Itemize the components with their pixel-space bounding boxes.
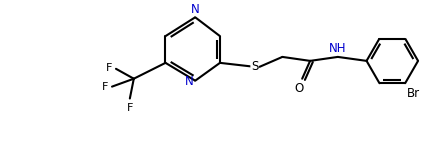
Text: F: F <box>105 63 112 73</box>
Text: O: O <box>295 82 304 95</box>
Text: F: F <box>102 82 108 92</box>
Text: F: F <box>127 104 133 113</box>
Text: N: N <box>184 75 193 88</box>
Text: Br: Br <box>407 87 420 100</box>
Text: NH: NH <box>329 42 347 55</box>
Text: N: N <box>191 3 200 16</box>
Text: S: S <box>251 60 258 73</box>
